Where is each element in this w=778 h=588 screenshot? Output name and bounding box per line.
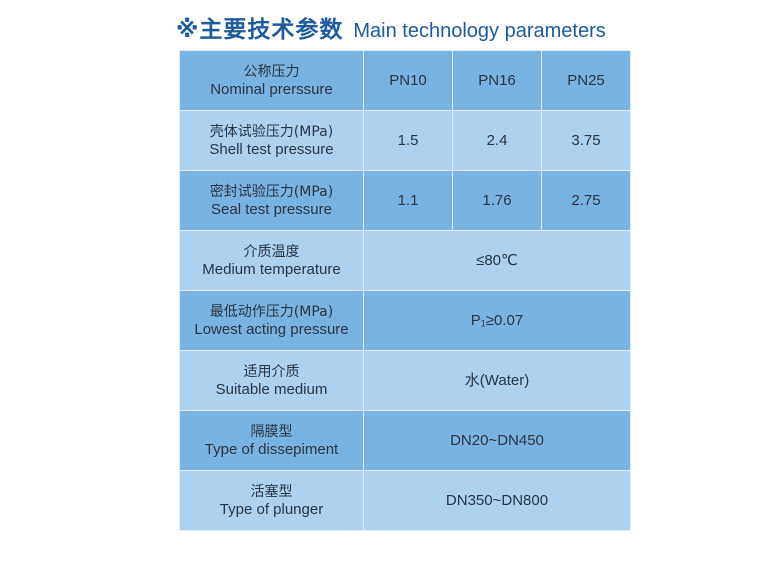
- table-row: 壳体试验压力(MPa) Shell test pressure 1.5 2.4 3…: [179, 110, 631, 171]
- label-cn: 隔膜型: [250, 423, 293, 440]
- label-cn: 密封试验压力(MPa): [209, 183, 334, 200]
- cell: 水(Water): [363, 350, 631, 411]
- label-en: Seal test pressure: [211, 200, 332, 218]
- row-label: 介质温度 Medium temperature: [179, 230, 364, 291]
- cell: PN10: [363, 50, 453, 111]
- cell: 2.4: [452, 110, 542, 171]
- parameters-table: 公称压力 Nominal prerssure PN10 PN16 PN25 壳体试…: [179, 50, 631, 531]
- row-label: 公称压力 Nominal prerssure: [179, 50, 364, 111]
- label-cn: 公称压力: [243, 63, 300, 80]
- cell: P₁≥0.07: [363, 290, 631, 351]
- cell: 1.76: [452, 170, 542, 231]
- title-en: Main technology parameters: [353, 20, 606, 42]
- row-label: 壳体试验压力(MPa) Shell test pressure: [179, 110, 364, 171]
- label-en: Type of plunger: [219, 500, 324, 518]
- row-label: 隔膜型 Type of dissepiment: [179, 410, 364, 471]
- cell: 3.75: [541, 110, 631, 171]
- table-row: 密封试验压力(MPa) Seal test pressure 1.1 1.76 2…: [179, 170, 631, 231]
- table-row: 隔膜型 Type of dissepiment DN20~DN450: [179, 410, 631, 471]
- table-row: 活塞型 Type of plunger DN350~DN800: [179, 470, 631, 531]
- cell: DN350~DN800: [363, 470, 631, 531]
- label-cn: 适用介质: [243, 363, 300, 380]
- cell: ≤80℃: [363, 230, 631, 291]
- table-row: 介质温度 Medium temperature ≤80℃: [179, 230, 631, 291]
- label-cn: 壳体试验压力(MPa): [209, 123, 334, 140]
- label-en: Medium temperature: [202, 260, 341, 278]
- table-row: 最低动作压力(MPa) Lowest acting pressure P₁≥0.0…: [179, 290, 631, 351]
- label-cn: 介质温度: [243, 243, 300, 260]
- page-title: ※主要技术参数 Main technology parameters: [176, 10, 606, 44]
- row-label: 最低动作压力(MPa) Lowest acting pressure: [179, 290, 364, 351]
- label-en: Type of dissepiment: [204, 440, 339, 458]
- table-row: 公称压力 Nominal prerssure PN10 PN16 PN25: [179, 50, 631, 111]
- row-label: 适用介质 Suitable medium: [179, 350, 364, 411]
- label-cn: 最低动作压力(MPa): [209, 303, 334, 320]
- cell: PN16: [452, 50, 542, 111]
- label-cn: 活塞型: [250, 483, 293, 500]
- cell: 2.75: [541, 170, 631, 231]
- cell: DN20~DN450: [363, 410, 631, 471]
- label-en: Lowest acting pressure: [194, 320, 349, 338]
- table-row: 适用介质 Suitable medium 水(Water): [179, 350, 631, 411]
- cell: 1.1: [363, 170, 453, 231]
- label-en: Nominal prerssure: [210, 80, 333, 98]
- title-cn: ※主要技术参数: [176, 17, 344, 43]
- row-label: 密封试验压力(MPa) Seal test pressure: [179, 170, 364, 231]
- label-en: Suitable medium: [215, 380, 328, 398]
- label-en: Shell test pressure: [209, 140, 334, 158]
- cell: PN25: [541, 50, 631, 111]
- cell: 1.5: [363, 110, 453, 171]
- row-label: 活塞型 Type of plunger: [179, 470, 364, 531]
